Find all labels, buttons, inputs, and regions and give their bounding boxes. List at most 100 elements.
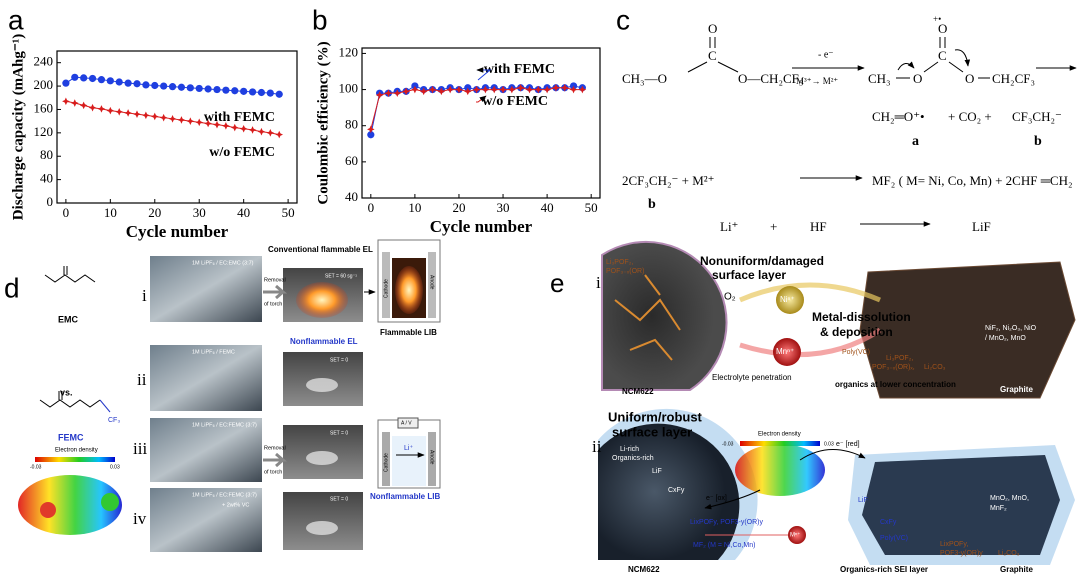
label: vs. <box>60 387 73 397</box>
marker <box>150 112 159 121</box>
label: Organics-rich <box>612 455 654 462</box>
marker <box>419 87 428 96</box>
marker <box>248 126 257 134</box>
marker <box>88 74 97 83</box>
label: LixPOFy, POF3-y(OR)y <box>690 519 763 526</box>
compound-label: b <box>1034 134 1042 149</box>
marker <box>266 89 274 97</box>
marker <box>159 113 168 122</box>
marker <box>384 89 393 97</box>
x-tick-label: 20 <box>148 205 161 220</box>
marker <box>508 85 516 94</box>
legend-arrow <box>476 67 492 81</box>
compound-label: a <box>912 134 919 149</box>
label: organics at lower concentration <box>835 380 956 389</box>
marker <box>62 97 70 106</box>
marker <box>80 74 88 82</box>
marker <box>186 117 195 125</box>
marker <box>367 125 375 134</box>
label: Metal-dissolution <box>812 310 911 324</box>
label: + 2wt% VC <box>222 502 249 508</box>
label: A / V <box>401 420 412 426</box>
formula: C <box>938 48 947 63</box>
marker <box>115 108 124 116</box>
label: surface layer <box>612 424 692 439</box>
marker <box>275 90 283 98</box>
label: SET = 0 <box>330 496 348 502</box>
formula: LiF <box>972 219 991 234</box>
marker <box>204 119 212 128</box>
roman: ii <box>592 437 602 456</box>
marker <box>106 106 115 115</box>
label: LiF <box>652 468 662 475</box>
label: 1M LiPF₆ / EC:FEMC (3:7) <box>192 492 257 498</box>
label: Anode <box>429 275 435 290</box>
label: NiF₂, Ni₂O₃, NiO <box>985 325 1037 332</box>
marker <box>481 85 490 94</box>
label: & deposition <box>820 325 893 339</box>
y-tick-label: 160 <box>34 100 54 115</box>
marker <box>516 83 525 92</box>
label: LixPOFy, <box>940 541 968 548</box>
marker <box>569 85 578 94</box>
marker <box>106 77 114 85</box>
roman: iii <box>133 439 147 458</box>
label: LiF <box>858 497 868 504</box>
formula: CH₃—O <box>622 71 667 86</box>
marker <box>195 118 204 127</box>
marker <box>124 79 132 87</box>
x-tick-label: 40 <box>237 205 250 220</box>
marker <box>578 85 587 94</box>
roman: ii <box>137 370 147 389</box>
label: 0.03 <box>824 441 834 447</box>
label: -0.03 <box>30 464 42 470</box>
marker <box>499 85 507 94</box>
marker <box>257 127 266 136</box>
x-tick-label: 10 <box>104 205 117 220</box>
panel-label: d <box>4 272 20 303</box>
marker <box>133 80 141 88</box>
y-tick-label: 100 <box>339 81 359 96</box>
marker <box>79 101 88 110</box>
marker <box>133 110 141 118</box>
x-tick-label: 30 <box>193 205 206 220</box>
marker <box>204 85 212 93</box>
label: FEMC <box>58 432 84 442</box>
plot-frame <box>361 47 601 199</box>
label: of torch <box>264 469 282 475</box>
label: O₂ <box>724 292 736 303</box>
label: 1M LiPF₆ / EC:EMC (3:7) <box>192 260 254 266</box>
chart: 0 10 20 30 40 50 40 60 80 100 120 Cycle number Coulo… <box>312 4 601 236</box>
formula: Li⁺ <box>720 219 738 234</box>
marker <box>266 129 275 137</box>
label: SET = 0 <box>330 430 348 436</box>
marker <box>402 87 410 96</box>
label: Electron density <box>55 448 98 454</box>
marker <box>177 116 186 124</box>
marker <box>168 83 177 91</box>
marker <box>222 86 230 94</box>
label: Cathode <box>383 453 389 472</box>
marker <box>213 85 221 94</box>
marker <box>239 124 248 133</box>
label: Nonflammable LIB <box>370 492 440 501</box>
label: Mⁿ⁺ <box>790 532 800 539</box>
panel-label: e <box>550 268 564 298</box>
marker <box>222 122 230 130</box>
label: Li⁺ <box>404 445 413 452</box>
marker <box>151 81 159 90</box>
legend-label: with FEMC <box>484 62 555 77</box>
marker <box>525 85 534 94</box>
marker <box>231 87 239 95</box>
y-axis-label: Coulombic efficiency (%) <box>315 41 331 204</box>
panel-d: d EMC vs. FEMC CF₃ Electron density -0.0… <box>4 239 441 552</box>
label: e⁻ [red] <box>836 441 860 448</box>
x-tick-label: 0 <box>368 200 375 215</box>
label: Removal <box>264 445 286 451</box>
y-tick-label: 40 <box>40 171 53 186</box>
panel-c: c CH₃—O C O O—CH₂CF₃ - e⁻ M³⁺→ M²⁺ CH₃ O… <box>616 4 1077 234</box>
label: POF3-y(OR)y <box>940 550 983 557</box>
label: Uniform/robust <box>608 409 703 424</box>
formula: O <box>965 71 974 86</box>
